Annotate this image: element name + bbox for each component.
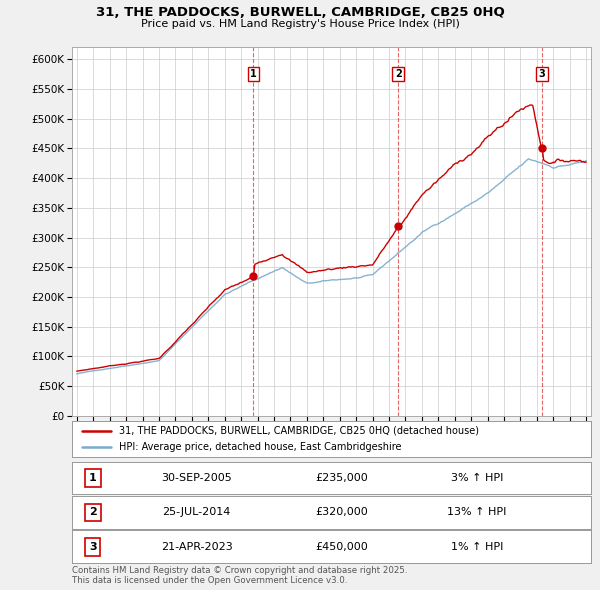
Text: 3% ↑ HPI: 3% ↑ HPI	[451, 473, 503, 483]
Text: £320,000: £320,000	[316, 507, 368, 517]
Text: £450,000: £450,000	[316, 542, 368, 552]
Text: 13% ↑ HPI: 13% ↑ HPI	[447, 507, 506, 517]
Text: 31, THE PADDOCKS, BURWELL, CAMBRIDGE, CB25 0HQ (detached house): 31, THE PADDOCKS, BURWELL, CAMBRIDGE, CB…	[119, 425, 479, 435]
Text: 1: 1	[250, 69, 257, 79]
Text: Price paid vs. HM Land Registry's House Price Index (HPI): Price paid vs. HM Land Registry's House …	[140, 19, 460, 30]
Text: Contains HM Land Registry data © Crown copyright and database right 2025.
This d: Contains HM Land Registry data © Crown c…	[72, 566, 407, 585]
Text: 30-SEP-2005: 30-SEP-2005	[161, 473, 232, 483]
Text: 2: 2	[89, 507, 97, 517]
Text: 2: 2	[395, 69, 401, 79]
Text: 3: 3	[89, 542, 97, 552]
Text: 25-JUL-2014: 25-JUL-2014	[163, 507, 231, 517]
Text: 1% ↑ HPI: 1% ↑ HPI	[451, 542, 503, 552]
Text: HPI: Average price, detached house, East Cambridgeshire: HPI: Average price, detached house, East…	[119, 442, 401, 453]
Text: 3: 3	[538, 69, 545, 79]
Text: 21-APR-2023: 21-APR-2023	[161, 542, 232, 552]
Text: £235,000: £235,000	[316, 473, 368, 483]
Text: 31, THE PADDOCKS, BURWELL, CAMBRIDGE, CB25 0HQ: 31, THE PADDOCKS, BURWELL, CAMBRIDGE, CB…	[95, 6, 505, 19]
Text: 1: 1	[89, 473, 97, 483]
